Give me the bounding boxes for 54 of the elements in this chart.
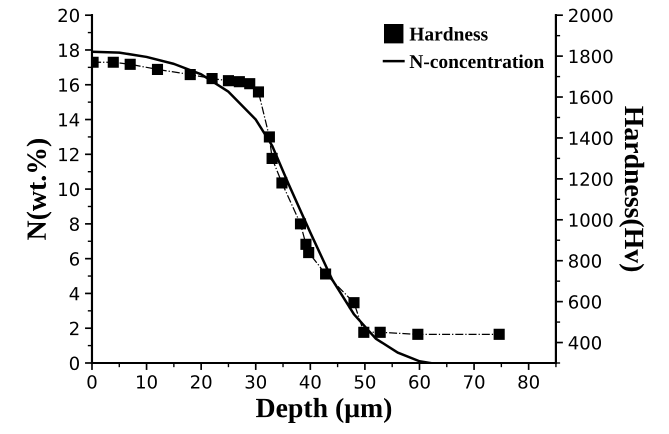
x-tick-label: 40: [300, 375, 321, 389]
x-tick-label: 60: [409, 375, 430, 389]
x-tick-label: 50: [354, 375, 376, 389]
point: [234, 76, 245, 88]
y2-tick-label: 1000: [570, 213, 612, 227]
y2-axis-title: Hardness(Hv): [619, 106, 644, 272]
legend-label: N-concentration: [410, 54, 544, 68]
x-tick-label: 80: [518, 375, 539, 389]
y2-tick-label: 1400: [570, 131, 612, 146]
point: [294, 218, 306, 230]
y-tick-label: 10: [59, 182, 79, 196]
point: [303, 246, 314, 258]
y-tick-label: 14: [59, 113, 80, 126]
y2-tick-label: 1200: [570, 172, 612, 186]
point: [358, 326, 370, 338]
point: [244, 78, 256, 90]
legend-label: Hardness: [410, 26, 488, 41]
point: [412, 328, 424, 340]
point: [184, 68, 196, 80]
y2-tick-label: 2000: [569, 8, 612, 22]
point: [348, 297, 360, 308]
point: [206, 73, 218, 84]
point: [124, 58, 136, 70]
y-tick-label: 12: [59, 148, 78, 162]
point: [494, 328, 505, 340]
y-tick-label: 4: [70, 287, 80, 300]
point: [252, 86, 264, 98]
x-axis-title: Depth (μm): [256, 398, 392, 424]
y-tick-label: 18: [59, 43, 79, 58]
point: [276, 177, 288, 189]
x-tick-label: 30: [246, 375, 266, 389]
x-tick-label: 10: [137, 375, 157, 389]
y2-tick-label: 400: [568, 336, 602, 350]
y2-tick-label: 1800: [570, 50, 612, 64]
point: [108, 56, 119, 68]
x-tick-label: 20: [190, 375, 212, 389]
y2-tick-label: 1600: [570, 90, 612, 104]
point: [374, 326, 386, 338]
y-tick-label: 6: [70, 252, 80, 266]
y-tick-label: 8: [70, 217, 79, 231]
point: [222, 75, 234, 86]
point: [320, 268, 332, 280]
y2-tick-label: 800: [568, 254, 602, 268]
y-axis-title: N(wt.%): [26, 139, 52, 240]
y-tick-label: 2: [70, 322, 78, 336]
x-tick-label: 0: [87, 375, 97, 389]
y2-tick-label: 600: [569, 295, 602, 309]
x-tick-label: 70: [464, 375, 484, 389]
point: [266, 152, 278, 164]
point: [264, 131, 275, 142]
point: [152, 64, 164, 75]
y-tick-label: 20: [58, 8, 79, 22]
y-tick-label: 0: [70, 356, 79, 370]
y-tick-label: 16: [59, 78, 80, 92]
